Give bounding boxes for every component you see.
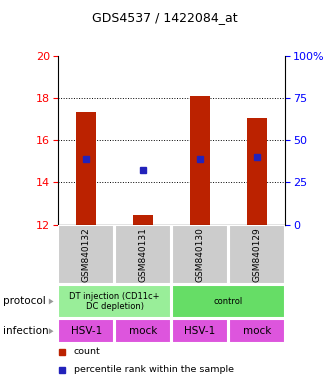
Polygon shape — [49, 328, 53, 334]
Bar — [172, 319, 228, 343]
Text: GSM840132: GSM840132 — [82, 227, 91, 282]
Bar — [229, 225, 285, 283]
Text: mock: mock — [129, 326, 157, 336]
Text: GSM840130: GSM840130 — [196, 227, 205, 282]
Text: GSM840131: GSM840131 — [139, 227, 148, 282]
Text: HSV-1: HSV-1 — [184, 326, 216, 336]
Text: count: count — [74, 347, 100, 356]
Bar — [115, 319, 171, 343]
Bar — [247, 118, 267, 225]
Bar — [76, 112, 96, 225]
Bar — [172, 225, 228, 283]
Text: percentile rank within the sample: percentile rank within the sample — [74, 366, 234, 374]
Polygon shape — [49, 298, 53, 305]
Bar — [172, 285, 285, 318]
Bar — [58, 225, 114, 283]
Bar — [133, 215, 153, 225]
Text: HSV-1: HSV-1 — [71, 326, 102, 336]
Text: mock: mock — [243, 326, 271, 336]
Bar — [190, 96, 210, 225]
Bar — [229, 319, 285, 343]
Text: DT injection (CD11c+
DC depletion): DT injection (CD11c+ DC depletion) — [69, 292, 160, 311]
Bar — [58, 285, 171, 318]
Text: GDS4537 / 1422084_at: GDS4537 / 1422084_at — [92, 12, 238, 25]
Text: protocol: protocol — [3, 296, 46, 306]
Text: GSM840129: GSM840129 — [252, 227, 261, 282]
Bar — [115, 225, 171, 283]
Text: infection: infection — [3, 326, 49, 336]
Text: control: control — [214, 297, 243, 306]
Bar — [58, 319, 114, 343]
